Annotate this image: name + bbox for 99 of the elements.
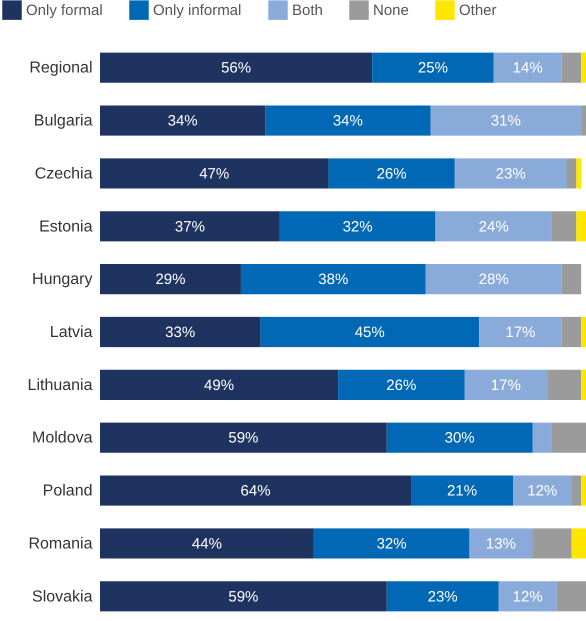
bar — [260, 316, 480, 348]
legend-label: Both — [292, 2, 323, 20]
y-tick-label: Romania — [28, 535, 93, 552]
bar — [314, 528, 470, 559]
data-label: 30% — [444, 430, 475, 447]
data-label: 24% — [478, 218, 509, 236]
data-label: 28% — [478, 271, 509, 288]
bar — [426, 264, 562, 294]
bar — [240, 264, 426, 294]
bar — [479, 316, 562, 348]
legend-label: None — [373, 2, 409, 20]
data-label: 23% — [428, 588, 458, 606]
bar — [338, 370, 464, 400]
bar — [581, 52, 586, 83]
data-label: 59% — [228, 430, 258, 447]
data-label: 32% — [342, 218, 373, 236]
bar — [386, 581, 499, 612]
legend-label: Only formal — [26, 2, 103, 20]
bar — [562, 316, 582, 348]
bar — [100, 211, 280, 242]
bar — [576, 158, 582, 188]
y-tick-label: Lithuania — [28, 376, 93, 394]
y-tick-label: Latvia — [50, 324, 93, 341]
bar — [552, 422, 586, 453]
bar — [100, 316, 260, 348]
bar — [100, 264, 241, 294]
bar — [581, 370, 586, 400]
bar — [562, 264, 582, 294]
legend-label: Only informal — [153, 2, 242, 20]
bar — [372, 52, 494, 83]
data-label: 23% — [496, 165, 526, 182]
data-label: 14% — [512, 60, 543, 77]
bar — [532, 422, 552, 453]
bar — [430, 105, 582, 136]
legend-label: Other — [459, 2, 497, 20]
y-tick-label: Estonia — [39, 218, 93, 236]
data-label: 33% — [165, 324, 196, 341]
data-label: 13% — [486, 535, 516, 552]
data-label: 38% — [318, 271, 348, 288]
data-label: 26% — [376, 165, 407, 182]
data-label: 44% — [192, 535, 222, 552]
bar — [100, 370, 338, 400]
bar — [265, 105, 430, 136]
bar — [581, 105, 586, 136]
data-label: 47% — [199, 165, 230, 182]
bar — [556, 581, 586, 612]
bar — [100, 52, 372, 83]
bar — [464, 370, 548, 400]
bar — [581, 476, 586, 506]
bar — [494, 52, 562, 83]
bar — [547, 370, 582, 400]
data-label: 56% — [221, 60, 252, 77]
data-label: 49% — [204, 376, 234, 394]
data-label: 37% — [174, 218, 205, 236]
bar — [100, 158, 328, 188]
y-tick-label: Slovakia — [32, 588, 93, 606]
data-label: 59% — [228, 588, 258, 606]
y-tick-label: Hungary — [32, 271, 92, 288]
bar — [454, 158, 567, 188]
y-tick-label: Moldova — [32, 430, 93, 447]
data-label: 34% — [332, 112, 363, 130]
y-tick-label: Poland — [42, 482, 92, 500]
data-label: 45% — [354, 324, 385, 341]
data-label: 32% — [376, 535, 407, 552]
bar — [513, 476, 572, 506]
y-tick-label: Regional — [29, 60, 92, 77]
data-label: 12% — [527, 482, 558, 500]
data-label: 29% — [155, 271, 186, 288]
data-label: 26% — [386, 376, 416, 394]
bar — [562, 52, 582, 83]
data-label: 17% — [505, 324, 536, 341]
data-label: 21% — [447, 482, 478, 500]
bar — [581, 316, 586, 348]
bar — [469, 528, 533, 559]
bar — [552, 211, 576, 242]
bar — [280, 211, 436, 242]
data-label: 34% — [168, 112, 198, 130]
bar — [566, 158, 576, 188]
bar — [411, 476, 514, 506]
y-tick-label: Bulgaria — [34, 112, 93, 130]
bar — [100, 476, 412, 506]
data-label: 17% — [490, 376, 521, 394]
bar — [435, 211, 552, 242]
bar — [571, 476, 582, 506]
data-label: 25% — [418, 60, 448, 77]
bar — [100, 581, 387, 612]
data-label: 64% — [240, 482, 271, 500]
data-label: 12% — [512, 588, 543, 606]
bar — [576, 211, 586, 242]
bar — [498, 581, 557, 612]
bar — [532, 528, 572, 559]
bar — [100, 528, 314, 559]
bar — [328, 158, 455, 188]
bar — [571, 528, 586, 559]
bar — [100, 105, 266, 136]
data-label: 31% — [490, 112, 521, 130]
y-tick-label: Czechia — [34, 165, 93, 182]
bar — [100, 422, 387, 453]
bar — [386, 422, 533, 453]
